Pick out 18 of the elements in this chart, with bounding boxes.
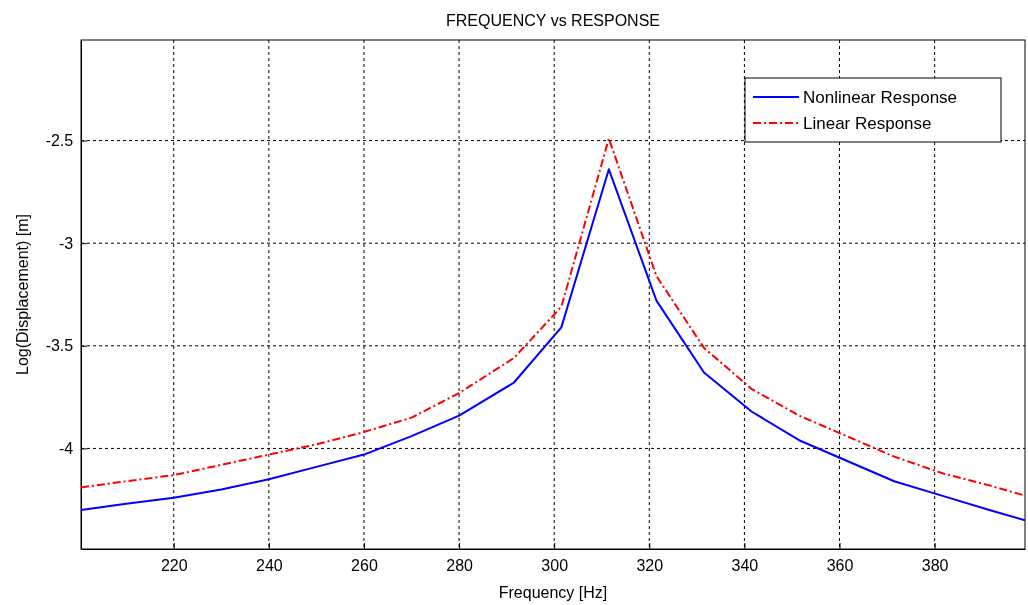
- chart-title: FREQUENCY vs RESPONSE: [446, 12, 660, 29]
- x-tick-label: 320: [636, 557, 664, 575]
- y-tick-label: -2.5: [45, 132, 74, 150]
- y-axis-title: Log(Displacement) [m]: [14, 214, 31, 375]
- x-tick-label: 260: [351, 557, 378, 575]
- y-tick-label: -4: [58, 440, 74, 458]
- x-tick-label: 240: [256, 557, 283, 575]
- x-axis-title: Frequency [Hz]: [498, 584, 608, 601]
- legend-label: Nonlinear Response: [803, 88, 958, 107]
- y-tick-label: -3.5: [45, 337, 74, 355]
- y-tick-label: -3: [58, 234, 74, 252]
- x-tick-label: 220: [160, 557, 188, 575]
- x-tick-label: 360: [826, 557, 854, 575]
- x-tick-label: 340: [731, 557, 759, 575]
- x-tick-label: 300: [541, 557, 569, 575]
- legend-label: Linear Response: [803, 114, 932, 133]
- x-tick-label: 380: [921, 557, 949, 575]
- x-tick-label: 280: [446, 557, 474, 575]
